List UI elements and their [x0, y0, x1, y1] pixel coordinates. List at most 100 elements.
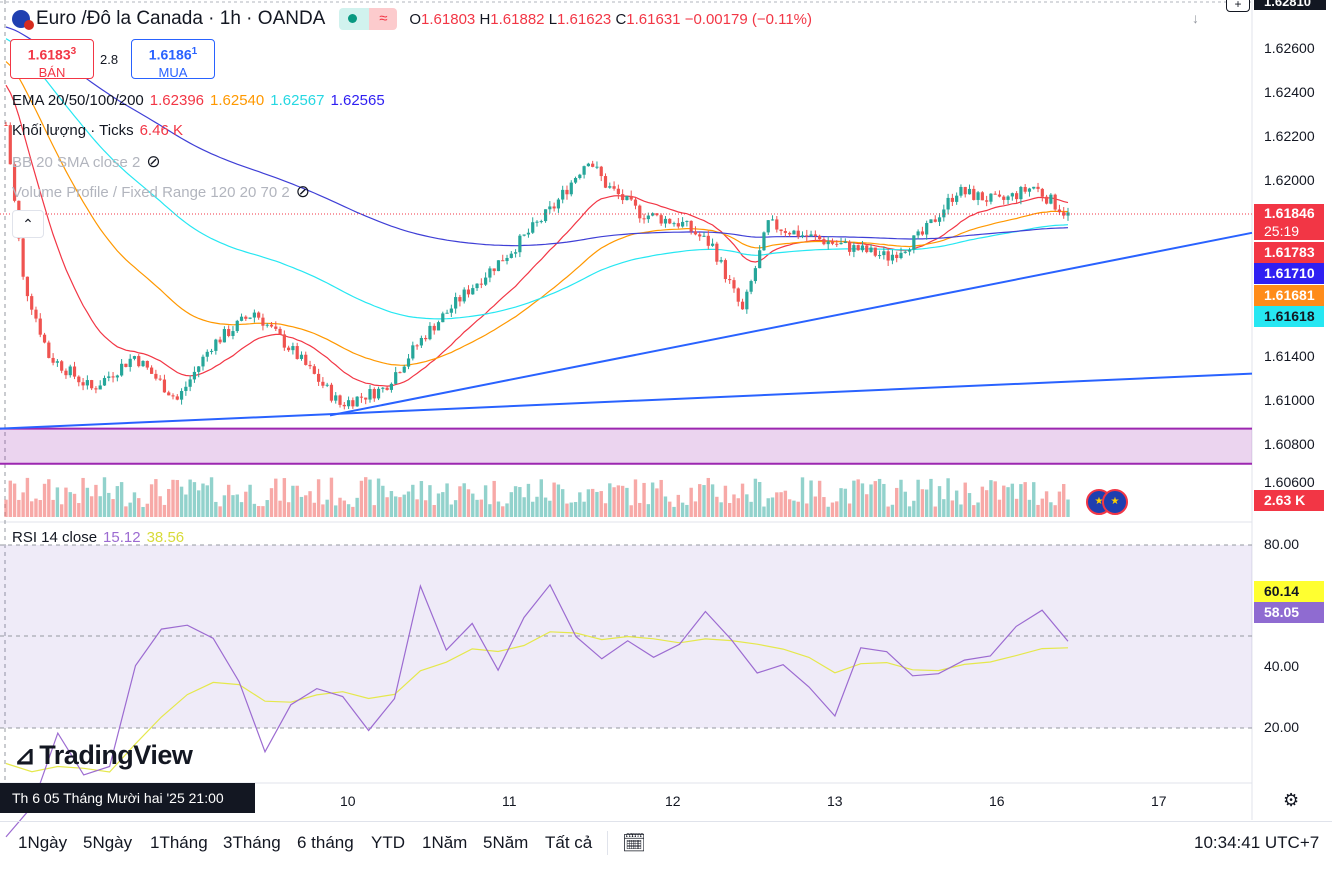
volume-bar — [638, 502, 642, 517]
volume-bar — [629, 505, 633, 517]
volume-bar — [59, 504, 64, 517]
chevron-down-icon[interactable]: ↓ — [1192, 10, 1199, 26]
volume-bar — [12, 483, 17, 517]
candle-body — [796, 230, 800, 237]
range-3m[interactable]: 3Tháng — [223, 833, 281, 852]
clock[interactable]: 10:34:41 UTC+7 — [1194, 833, 1320, 852]
candle-body — [317, 373, 321, 382]
volume-bar — [252, 503, 257, 517]
range-1m[interactable]: 1Tháng — [150, 833, 208, 852]
date-range-icon[interactable]: 🗓 — [622, 833, 647, 854]
symbol-title[interactable]: Euro /Đô la Canada · 1h · OANDA — [36, 8, 326, 29]
candle-body — [85, 380, 89, 386]
tradingview-logo[interactable]: ⊿ TradingView — [14, 740, 193, 770]
candle-body — [222, 329, 226, 343]
volume-bar — [128, 502, 132, 517]
candle-body — [321, 381, 325, 386]
volume-bar — [124, 506, 128, 517]
volume-bar — [1032, 482, 1036, 517]
volume-bar — [843, 488, 848, 517]
range-1d[interactable]: 1Ngày — [18, 833, 68, 852]
volume-bar — [800, 477, 805, 517]
candle-body — [783, 231, 787, 233]
range-ytd[interactable]: YTD — [371, 833, 405, 852]
candle-body — [244, 316, 248, 319]
range-1y[interactable]: 1Năm — [422, 833, 468, 852]
candle-body — [227, 329, 231, 336]
volume-bar — [736, 498, 740, 517]
rsi-ma-line — [5, 631, 1069, 773]
candle-body — [800, 235, 805, 237]
candle-body — [933, 219, 937, 222]
eye-hidden-icon[interactable]: ⊘ — [146, 152, 161, 171]
settings-icon[interactable]: ⚙ — [1283, 790, 1300, 810]
volume-profile-legend[interactable]: Volume Profile / Fixed Range 120 20 70 2… — [12, 182, 310, 201]
candle-body — [188, 379, 192, 387]
candle-body — [385, 387, 389, 390]
ema-legend[interactable]: EMA 20/50/100/200 1.62396 1.62540 1.6256… — [12, 92, 385, 109]
candle-body — [214, 339, 218, 351]
candle-body — [261, 317, 265, 326]
candle-body — [749, 281, 753, 292]
volume-bar — [509, 492, 514, 517]
candle-body — [895, 254, 899, 259]
buy-button[interactable]: 1.61861 MUA — [131, 39, 215, 80]
candle-body — [334, 395, 338, 401]
candle-body — [668, 218, 672, 224]
candle-body — [736, 288, 740, 302]
volume-bar — [719, 502, 723, 517]
candle-body — [710, 243, 715, 246]
candle-body — [471, 288, 475, 295]
volume-bar — [950, 500, 955, 517]
volume-legend[interactable]: Khối lượng · Ticks 6.46 K — [12, 122, 183, 139]
volume-bar — [762, 506, 766, 517]
candle-body — [929, 219, 933, 224]
candle-body — [94, 388, 98, 390]
economic-events-icon[interactable]: ★ — [1102, 489, 1128, 515]
sell-button[interactable]: 1.61833 BÁN — [10, 39, 94, 80]
candle-body — [55, 361, 59, 363]
volume-bar — [1027, 499, 1032, 517]
candle-body — [573, 177, 578, 183]
range-5d[interactable]: 5Ngày — [83, 833, 133, 852]
candle-body — [865, 245, 869, 253]
volume-bar — [805, 503, 809, 517]
candle-body — [770, 219, 775, 221]
candle-body — [479, 283, 483, 285]
rsi-legend[interactable]: RSI 14 close 15.12 38.56 — [12, 529, 185, 546]
candle-body — [30, 296, 34, 310]
volume-bar — [381, 485, 385, 517]
volume-bar — [526, 483, 531, 517]
range-6m[interactable]: 6 tháng — [297, 833, 354, 852]
volume-bar — [886, 506, 890, 517]
volume-bar — [115, 486, 120, 517]
add-alert-icon[interactable]: + — [1226, 0, 1250, 12]
volume-bar — [295, 485, 299, 517]
range-5y[interactable]: 5Năm — [483, 833, 529, 852]
volume-bar — [937, 486, 942, 517]
volume-bar — [304, 495, 308, 517]
volume-bar — [158, 496, 162, 517]
candle-body — [81, 382, 85, 386]
collapse-legend-button[interactable]: ⌃ — [12, 210, 44, 238]
candle-body — [376, 388, 381, 399]
volume-bar — [895, 487, 899, 517]
candle-body — [102, 377, 107, 386]
volume-bars — [4, 477, 1070, 517]
volume-bar — [68, 492, 72, 517]
volume-bar — [342, 500, 346, 517]
bb-legend[interactable]: BB 20 SMA close 2 ⊘ — [12, 152, 161, 171]
volume-bar — [38, 500, 42, 517]
candle-body — [171, 395, 175, 397]
volume-bar — [946, 478, 950, 517]
rsi-tag: 58.05 — [1254, 602, 1324, 623]
candle-body — [552, 206, 556, 209]
volume-bar — [226, 484, 231, 517]
volume-bar — [274, 478, 278, 517]
volume-bar — [715, 496, 719, 517]
volume-bar — [1066, 499, 1070, 517]
candle-body — [394, 372, 398, 384]
eye-hidden-icon[interactable]: ⊘ — [295, 182, 310, 201]
range-all[interactable]: Tất cả — [545, 833, 593, 852]
